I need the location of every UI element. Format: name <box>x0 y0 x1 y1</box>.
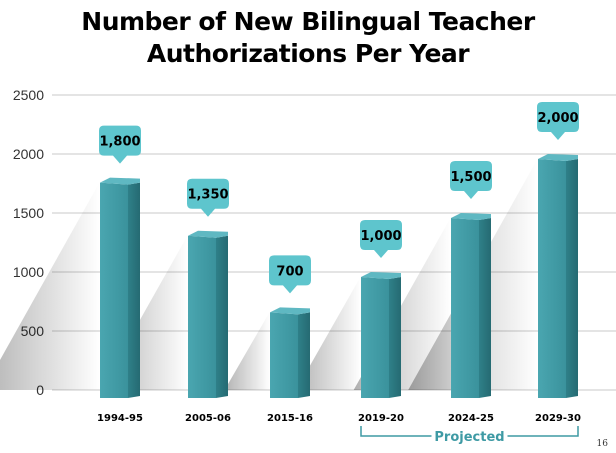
x-tick-label: 2019-20 <box>358 413 404 424</box>
bar-shadow <box>0 181 100 390</box>
bar-side <box>298 312 310 398</box>
bar-2019-20 <box>361 272 401 398</box>
bar-front <box>188 235 216 398</box>
projected-label: Projected <box>434 430 504 445</box>
data-label-callout: 1,500 <box>450 161 492 199</box>
bar-side <box>566 159 578 398</box>
y-tick-label: 1000 <box>13 264 44 280</box>
data-label: 700 <box>276 264 303 279</box>
bar-shadow <box>224 311 270 390</box>
bar-top <box>100 177 140 185</box>
bar-front <box>270 312 298 398</box>
y-tick-label: 2000 <box>13 146 44 162</box>
x-tick-label: 2015-16 <box>267 413 313 424</box>
bar-side <box>216 235 228 398</box>
bar-2029-30 <box>538 154 578 398</box>
data-label-callout: 700 <box>269 255 311 294</box>
x-tick-label: 1994-95 <box>97 413 143 424</box>
bar-shadow <box>296 276 361 390</box>
chart-title: Number of New Bilingual Teacher Authoriz… <box>0 6 616 70</box>
chart-title-line-2: Authorizations Per Year <box>146 39 470 68</box>
bar-top <box>188 230 228 238</box>
bar-front <box>451 218 479 398</box>
bar-side <box>389 277 401 398</box>
x-tick-label: 2024-25 <box>448 413 494 424</box>
bar-side <box>128 182 140 398</box>
data-label: 1,800 <box>99 135 140 150</box>
y-tick-label: 2500 <box>13 87 44 103</box>
data-label: 1,000 <box>360 229 401 244</box>
x-tick-label: 2029-30 <box>535 413 581 424</box>
data-label-callout: 1,350 <box>187 178 229 217</box>
bar-side <box>479 218 491 398</box>
y-tick-label: 1500 <box>13 205 44 221</box>
callout-bubble <box>269 255 311 294</box>
bar-front <box>100 182 128 398</box>
bar-front <box>361 277 389 398</box>
data-label-callout: 2,000 <box>537 102 579 140</box>
bar-shadow <box>353 217 451 390</box>
projected-bracket-left <box>360 426 432 437</box>
chart-title-line-1: Number of New Bilingual Teacher <box>81 7 535 36</box>
bar-top <box>451 213 491 220</box>
data-label: 1,500 <box>450 170 491 185</box>
bar-2005-06 <box>188 230 228 398</box>
bar-2015-16 <box>270 307 310 398</box>
data-label: 1,350 <box>187 188 228 203</box>
data-label: 2,000 <box>537 111 578 126</box>
callout-bubble <box>187 178 229 217</box>
data-label-callout: 1,800 <box>99 125 141 164</box>
callout-bubble <box>360 220 402 258</box>
bar-top <box>538 154 578 161</box>
projected-bracket-right <box>507 426 579 437</box>
bar-top <box>361 272 401 279</box>
bar-2024-25 <box>451 213 491 398</box>
projected-annotation: Projected <box>360 426 579 445</box>
bar-shadow <box>100 234 188 390</box>
data-label-callout: 1,000 <box>360 220 402 258</box>
callout-bubble <box>450 161 492 199</box>
callout-bubble <box>99 125 141 164</box>
x-tick-label: 2005-06 <box>185 413 231 424</box>
bar-top <box>270 307 310 315</box>
callout-bubble <box>537 102 579 140</box>
bar-front <box>538 159 566 398</box>
bar-1994-95 <box>100 177 140 398</box>
slide-number: 16 <box>596 439 608 449</box>
